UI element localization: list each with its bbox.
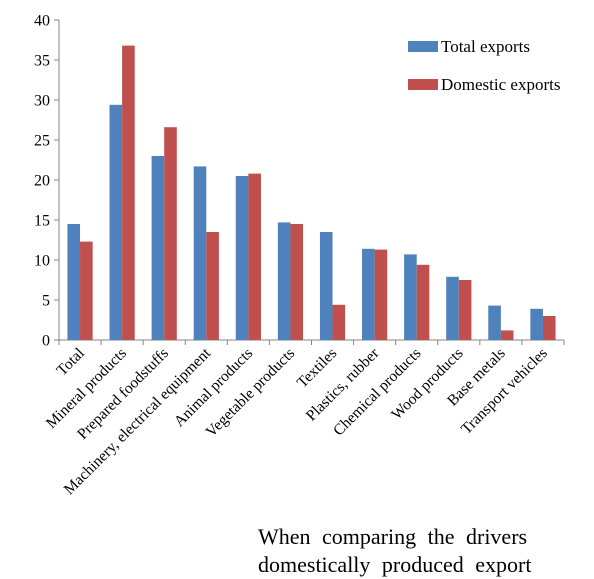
bar-total-8 xyxy=(404,254,417,340)
bar-domestic-4 xyxy=(248,173,261,340)
bar-domestic-8 xyxy=(416,264,430,340)
body-text: When comparing the drivers domestically … xyxy=(258,523,594,579)
body-text-line-1: When comparing the drivers xyxy=(258,524,528,549)
category-label: Total xyxy=(53,345,87,379)
bar-total-2 xyxy=(151,156,165,340)
bar-domestic-0 xyxy=(80,241,93,340)
legend-swatch-total xyxy=(408,41,438,52)
bar-domestic-6 xyxy=(332,304,346,340)
bar-total-5 xyxy=(277,222,291,340)
bar-domestic-10 xyxy=(500,330,514,340)
category-label: Plastics, rubber xyxy=(303,344,383,424)
bar-total-7 xyxy=(362,248,375,340)
bar-domestic-1 xyxy=(122,45,135,340)
bar-domestic-7 xyxy=(374,249,388,340)
bar-domestic-3 xyxy=(206,232,219,340)
legend-label-total: Total exports xyxy=(441,37,530,56)
bar-total-10 xyxy=(488,305,501,340)
chart-legend: Total exports Domestic exports xyxy=(408,37,560,94)
y-tick-label: 30 xyxy=(34,93,50,110)
y-tick-label: 15 xyxy=(34,213,50,230)
y-tick-label: 10 xyxy=(34,253,50,270)
y-tick-label: 0 xyxy=(42,333,50,350)
bar-total-11 xyxy=(530,308,543,340)
legend-swatch-domestic xyxy=(408,79,438,90)
chart-bars xyxy=(67,45,556,340)
y-tick-label: 35 xyxy=(34,53,50,70)
chart-axes: 0 5 10 15 20 25 30 35 40 xyxy=(34,13,565,350)
bar-total-1 xyxy=(109,104,123,340)
bar-total-0 xyxy=(67,224,81,340)
bar-domestic-5 xyxy=(290,224,304,340)
y-tick-label: 20 xyxy=(34,173,50,190)
bar-total-9 xyxy=(446,276,459,340)
bar-domestic-2 xyxy=(164,127,177,340)
bar-domestic-9 xyxy=(458,280,472,340)
body-text-line-2: domestically produced export xyxy=(258,552,532,577)
bar-domestic-11 xyxy=(542,316,556,340)
bar-total-3 xyxy=(193,166,207,340)
y-tick-label: 5 xyxy=(42,293,50,310)
bar-total-4 xyxy=(235,176,249,340)
legend-label-domestic: Domestic exports xyxy=(441,75,560,94)
y-tick-label: 25 xyxy=(34,133,50,150)
y-tick-label: 40 xyxy=(34,13,50,30)
bar-total-6 xyxy=(319,232,333,340)
